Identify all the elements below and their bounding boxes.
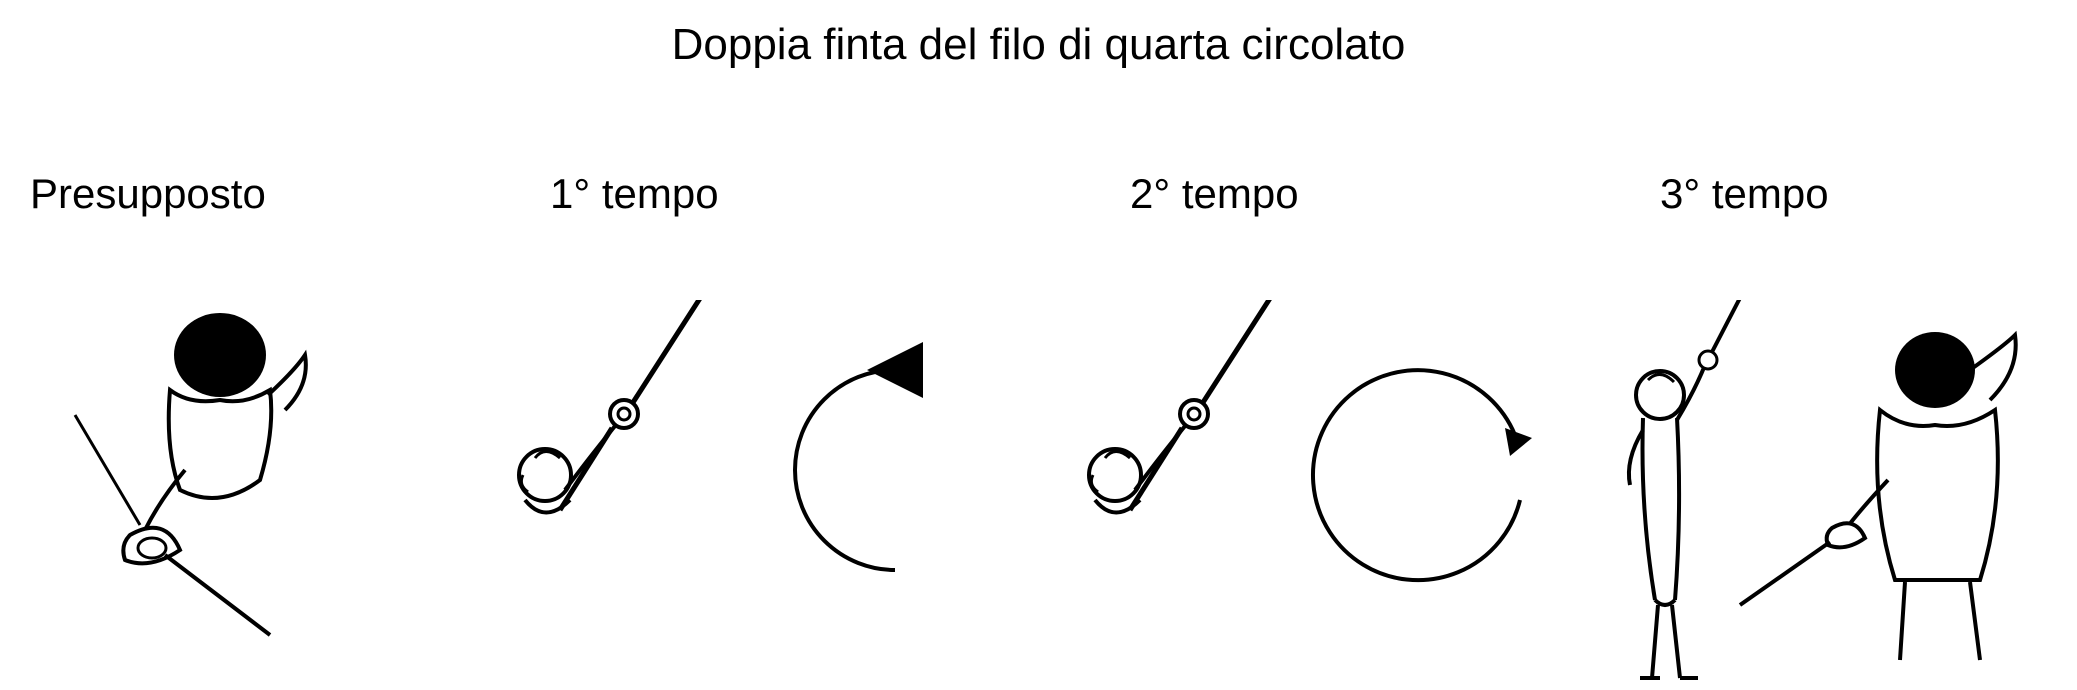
label-tempo1: 1° tempo bbox=[550, 170, 719, 218]
figure-tempo2 bbox=[1060, 300, 1580, 660]
tempo2-svg bbox=[1060, 300, 1580, 660]
diagram-title: Doppia finta del filo di quarta circolat… bbox=[0, 20, 2077, 70]
diagram-page: Doppia finta del filo di quarta circolat… bbox=[0, 0, 2077, 687]
label-tempo2: 2° tempo bbox=[1130, 170, 1299, 218]
figure-presupposto bbox=[70, 300, 330, 660]
figures-row bbox=[0, 300, 2077, 680]
figure-tempo1 bbox=[490, 300, 1010, 660]
presupposto-svg bbox=[70, 300, 330, 660]
label-tempo3: 3° tempo bbox=[1660, 170, 1829, 218]
figure-tempo3 bbox=[1580, 300, 2050, 690]
label-presupposto: Presupposto bbox=[30, 170, 266, 218]
tempo3-svg bbox=[1580, 300, 2050, 690]
tempo1-svg bbox=[490, 300, 1010, 660]
